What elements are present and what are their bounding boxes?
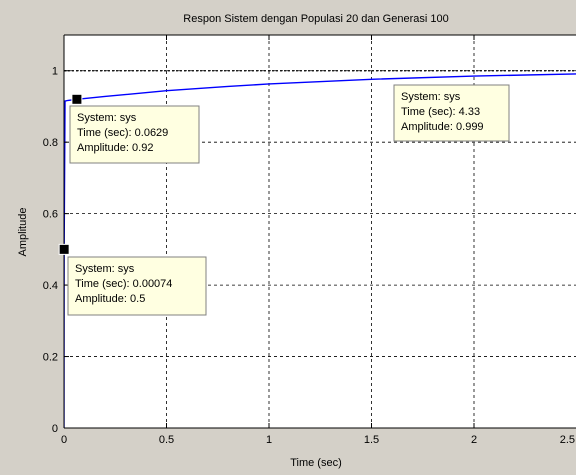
y-tick-label: 1: [52, 66, 58, 78]
x-tick-label: 0: [61, 434, 67, 446]
datatip-text: System: sys: [401, 91, 461, 103]
x-tick-label: 0.5: [159, 434, 174, 446]
datatip-text: Time (sec): 0.00074: [75, 278, 172, 290]
datatip-text: Time (sec): 4.33: [401, 106, 480, 118]
y-tick-label: 0.8: [43, 137, 58, 149]
y-tick-label: 0: [52, 423, 58, 435]
y-axis-label: Amplitude: [17, 208, 29, 257]
datatip-box[interactable]: [69, 105, 200, 164]
x-tick-label: 2.5: [560, 434, 575, 446]
x-tick-label: 1: [266, 434, 272, 446]
x-tick-label: 2: [471, 434, 477, 446]
x-axis-label: Time (sec): [290, 457, 342, 469]
datatip-text: Time (sec): 0.0629: [77, 127, 168, 139]
datatip-marker[interactable]: [71, 93, 83, 105]
datatip-box[interactable]: [67, 256, 207, 316]
datatip-text: System: sys: [77, 112, 137, 124]
datatip-text: Amplitude: 0.92: [77, 142, 153, 154]
datatip-text: System: sys: [75, 263, 135, 275]
x-tick-label: 1.5: [364, 434, 379, 446]
datatip-marker[interactable]: [58, 243, 70, 255]
chart-title: Respon Sistem dengan Populasi 20 dan Gen…: [183, 13, 448, 25]
y-tick-label: 0.4: [43, 280, 58, 292]
series-line: [64, 73, 576, 428]
y-tick-label: 0.6: [43, 209, 58, 221]
datatip-text: Amplitude: 0.5: [75, 293, 145, 305]
datatip-box[interactable]: [393, 84, 510, 142]
y-tick-label: 0.2: [43, 352, 58, 364]
datatip-text: Amplitude: 0.999: [401, 121, 484, 133]
